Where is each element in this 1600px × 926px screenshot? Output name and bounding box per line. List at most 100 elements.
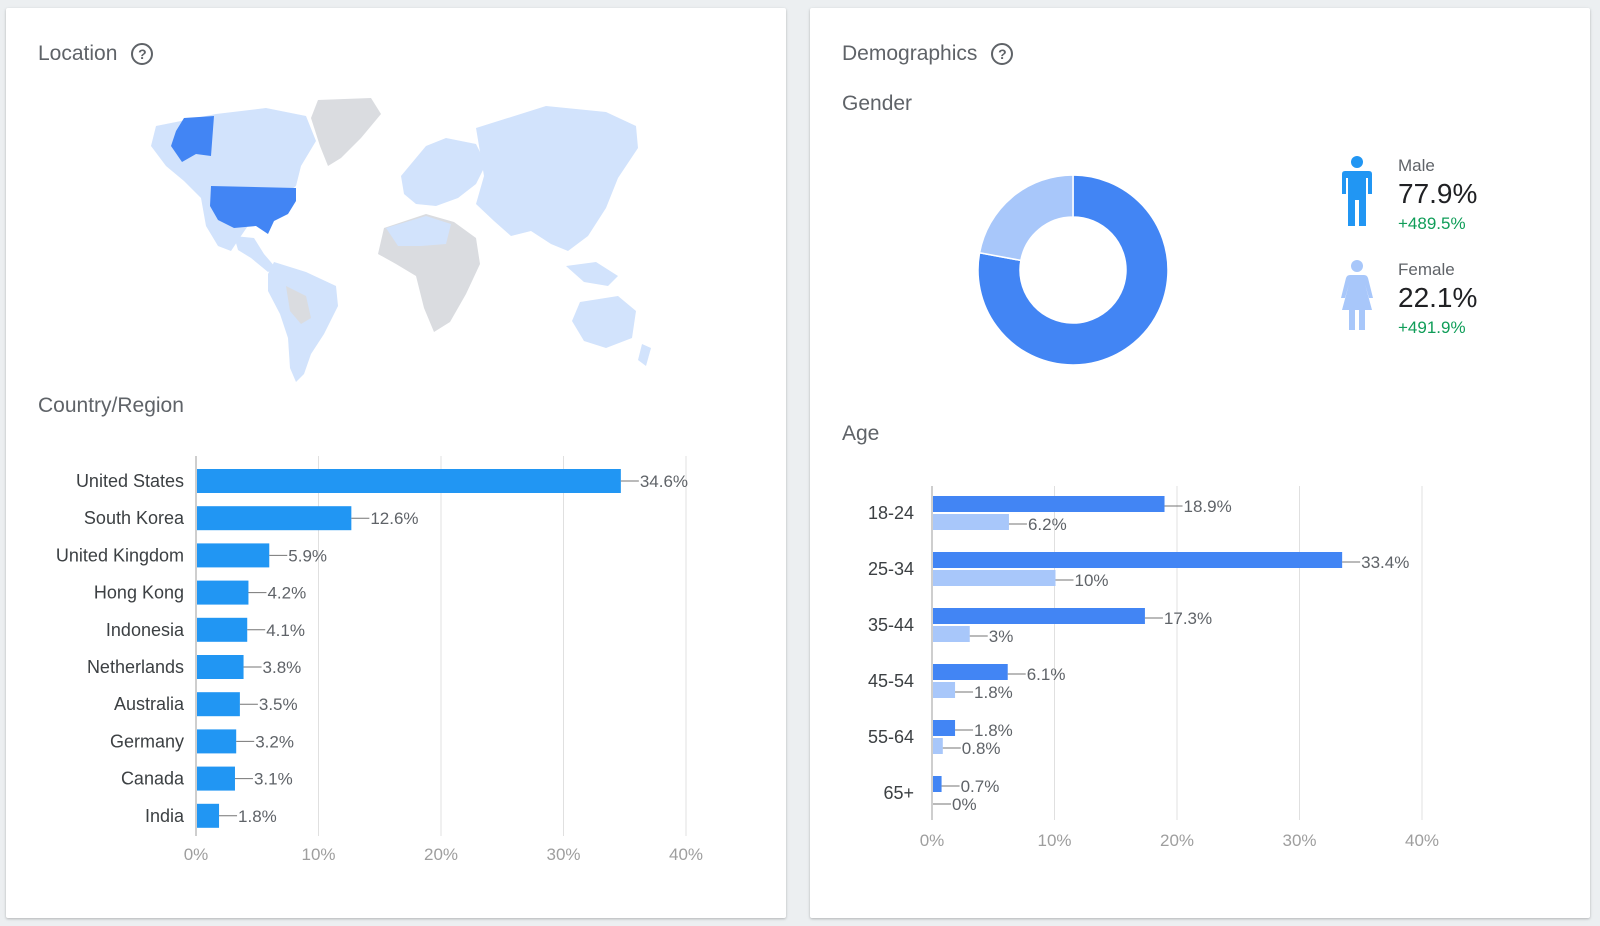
bar	[197, 803, 220, 828]
female-label: Female	[1398, 260, 1455, 279]
bar	[197, 580, 249, 605]
map-alaska	[171, 116, 214, 162]
category-label: 45-54	[868, 671, 914, 691]
bar	[197, 506, 352, 531]
x-tick-label: 40%	[669, 845, 703, 864]
bar	[933, 626, 970, 642]
demographics-card: Demographics ? Gender Male 77.9% +489.5%…	[810, 8, 1590, 918]
category-label: India	[145, 806, 185, 826]
map-europe	[401, 138, 486, 206]
bar	[197, 655, 244, 679]
bar	[933, 514, 1009, 530]
map-north-america	[151, 108, 316, 251]
map-asia	[476, 106, 638, 251]
category-label: 18-24	[868, 503, 914, 523]
country-region-label: Country/Region	[38, 394, 184, 417]
data-label: 3.2%	[255, 732, 294, 751]
male-value: 77.9%	[1398, 178, 1478, 209]
bar	[933, 720, 956, 736]
bar	[933, 496, 1165, 512]
map-southeast-asia	[566, 262, 618, 286]
map-central-america	[234, 236, 276, 272]
map-new-zealand	[638, 344, 651, 366]
data-label: 3%	[989, 627, 1014, 646]
help-icon[interactable]: ?	[991, 43, 1014, 65]
category-label: South Korea	[84, 508, 185, 528]
x-tick-label: 10%	[1037, 831, 1071, 850]
bar	[933, 738, 943, 754]
category-label: Australia	[114, 694, 185, 714]
bar	[933, 776, 942, 792]
male-change: +489.5%	[1398, 214, 1466, 233]
donut-slice-male	[978, 174, 1169, 366]
data-label: 10%	[1075, 571, 1109, 590]
map-south-america-nodata	[286, 286, 311, 324]
map-usa	[210, 186, 296, 234]
age-bar-chart: 0% 10% 20% 30% 40% 18-24 18.9% 6.2% 25-34 33.4% 10…	[868, 486, 1439, 850]
category-label: 35-44	[868, 615, 914, 635]
category-label: United States	[76, 471, 184, 491]
data-label: 5.9%	[288, 546, 327, 565]
data-label: 34.6%	[640, 472, 688, 491]
data-label: 6.2%	[1028, 515, 1067, 534]
category-label: Germany	[110, 731, 184, 751]
x-tick-label: 0%	[184, 845, 209, 864]
bar	[197, 469, 621, 493]
bar	[933, 682, 956, 698]
gender-male-item: Male 77.9% +489.5%	[1340, 156, 1540, 246]
data-label: 1.8%	[974, 721, 1013, 740]
female-change: +491.9%	[1398, 318, 1466, 337]
world-map	[151, 98, 651, 382]
data-label: 4.1%	[266, 621, 305, 640]
bar	[933, 570, 1056, 586]
data-label: 6.1%	[1027, 665, 1066, 684]
demographics-title: Demographics	[842, 42, 978, 65]
gender-donut-chart	[978, 174, 1169, 366]
map-africa-light	[386, 216, 451, 246]
male-label: Male	[1398, 156, 1435, 175]
x-tick-label: 30%	[546, 845, 580, 864]
map-australia	[572, 296, 636, 348]
category-label: 65+	[883, 783, 914, 803]
bar	[197, 543, 270, 568]
location-title: Location	[38, 42, 118, 65]
bar	[197, 617, 248, 642]
bar	[933, 608, 1145, 624]
category-label: Netherlands	[87, 657, 184, 677]
female-person-icon	[1341, 260, 1373, 330]
data-label: 3.5%	[259, 695, 298, 714]
data-label: 0.8%	[962, 739, 1001, 758]
data-label: 12.6%	[370, 509, 418, 528]
x-tick-label: 30%	[1282, 831, 1316, 850]
help-icon[interactable]: ?	[131, 43, 154, 65]
data-label: 17.3%	[1164, 609, 1212, 628]
female-value: 22.1%	[1398, 282, 1478, 313]
x-tick-label: 20%	[1160, 831, 1194, 850]
category-label: 55-64	[868, 727, 914, 747]
data-label: 0.7%	[961, 777, 1000, 796]
bar	[933, 664, 1008, 680]
data-label: 3.8%	[263, 658, 302, 677]
location-card: Location ? Country/Region 0% 10% 20% 30% 40%…	[6, 8, 786, 918]
data-label: 18.9%	[1184, 497, 1232, 516]
bar	[933, 552, 1343, 568]
age-label: Age	[842, 422, 880, 445]
category-label: 25-34	[868, 559, 914, 579]
category-label: Hong Kong	[94, 583, 184, 603]
data-label: 1.8%	[974, 683, 1013, 702]
country-bar-chart: 0% 10% 20% 30% 40% United States 34.6% South Ko…	[56, 456, 703, 864]
bar	[197, 766, 235, 791]
location-title-row: Location ?	[38, 42, 154, 66]
data-label: 3.1%	[254, 770, 293, 789]
bar	[197, 729, 237, 754]
donut-slice-female	[978, 174, 1074, 262]
category-label: United Kingdom	[56, 545, 184, 565]
data-label: 33.4%	[1361, 553, 1409, 572]
data-label: 4.2%	[267, 584, 306, 603]
category-label: Canada	[121, 769, 185, 789]
x-tick-label: 20%	[424, 845, 458, 864]
gender-female-item: Female 22.1% +491.9%	[1340, 260, 1540, 350]
category-label: Indonesia	[106, 620, 185, 640]
bar	[197, 692, 240, 717]
data-label: 1.8%	[238, 807, 277, 826]
